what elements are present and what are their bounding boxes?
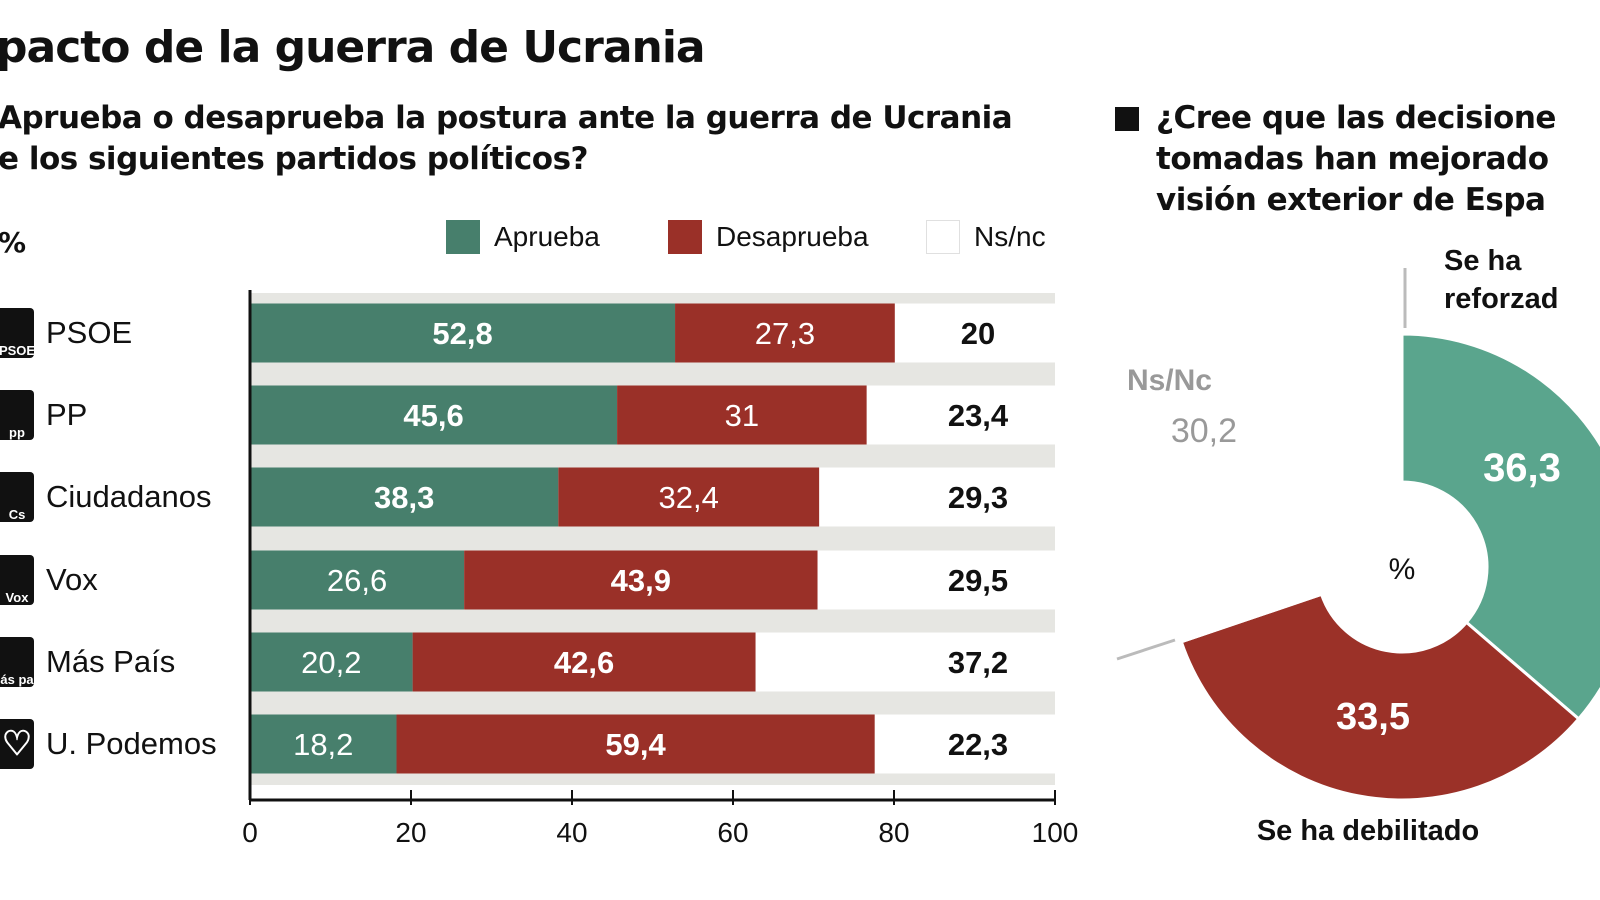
category-psoe: PSOE PSOE: [0, 308, 132, 358]
slice-name-label: Ns/Nc: [1127, 364, 1212, 397]
data-label: 42,6: [554, 645, 614, 680]
bar-desaprueba: [412, 632, 756, 692]
x-tick-label: 100: [1032, 817, 1079, 848]
category-label: Más País: [46, 644, 176, 679]
bar-chart-question: Aprueba o desaprueba la postura ante la …: [0, 98, 1013, 180]
category-upodemos: ♡ U. Podemos: [0, 719, 217, 769]
data-label: 32,4: [659, 480, 719, 515]
party-logo-icon: Más país: [0, 637, 34, 687]
category-vox: Vox Vox: [0, 555, 98, 605]
slice-value-label: 33,5: [1336, 696, 1410, 738]
category-label: Ciudadanos: [46, 479, 212, 514]
legend-label: Desaprueba: [716, 221, 869, 252]
bar-desaprueba: [464, 550, 818, 610]
chart-title: pacto de la guerra de Ucrania: [0, 22, 706, 73]
data-label: 20,2: [301, 645, 361, 680]
legend-label: Aprueba: [494, 221, 600, 252]
unit-label: %: [0, 226, 27, 259]
slice-value-label: 36,3: [1483, 446, 1561, 490]
data-label: 23,4: [948, 398, 1009, 433]
bar-desaprueba: [675, 303, 895, 363]
legend-swatch: [446, 220, 480, 254]
data-label: 26,6: [327, 563, 387, 598]
slice-se-ha-debilitado: [1179, 592, 1581, 802]
data-label: 38,3: [374, 480, 434, 515]
category-label: Vox: [46, 562, 98, 597]
bar-aprueba: [250, 714, 397, 774]
category-label: U. Podemos: [46, 726, 217, 761]
data-label: 27,3: [755, 316, 815, 351]
question-line: visión exterior de Espa: [1156, 182, 1546, 218]
party-logo-icon: PSOE: [0, 308, 34, 358]
slice-value-label: 30,2: [1171, 412, 1237, 450]
bar-aprueba: [250, 467, 559, 527]
section-square-icon: [1115, 107, 1139, 131]
data-label: 29,3: [948, 480, 1008, 515]
data-label: 20: [961, 316, 995, 351]
data-label: 29,5: [948, 563, 1008, 598]
question-line: Aprueba o desaprueba la postura ante la …: [0, 100, 1013, 136]
category-ciudadanos: Cs Ciudadanos: [0, 472, 211, 522]
slice-se-ha-reforzado: [1400, 332, 1600, 721]
legend-swatch: [926, 220, 960, 254]
party-logo-icon: pp: [0, 390, 34, 440]
data-label: 52,8: [432, 316, 492, 351]
category-pp: pp PP: [0, 390, 87, 440]
party-logo-icon: Cs: [0, 472, 34, 522]
x-tick-label: 20: [395, 817, 426, 848]
data-label: 45,6: [403, 398, 463, 433]
category-label: PSOE: [46, 315, 133, 350]
slice-name-label: reforzad: [1444, 283, 1558, 315]
x-tick-label: 0: [242, 817, 258, 848]
data-label: 18,2: [293, 727, 353, 762]
center-label: %: [1389, 553, 1416, 586]
x-tick-label: 60: [717, 817, 748, 848]
data-label: 43,9: [611, 563, 671, 598]
legend-desaprueba: Desaprueba: [668, 220, 869, 254]
bar-aprueba: [250, 385, 618, 445]
pie-chart-question: ¿Cree que las decisione tomadas han mejo…: [1156, 98, 1556, 221]
donut-chart: % 36,3 33,5 Ns/Nc 30,2 Se ha reforzad Se ha deb…: [1116, 245, 1600, 847]
legend-nsnc: Ns/nc: [926, 220, 1046, 254]
bar-desaprueba: [396, 714, 875, 774]
question-line: ¿Cree que las decisione: [1156, 100, 1556, 136]
data-label: 37,2: [948, 645, 1008, 680]
legend-swatch: [668, 220, 702, 254]
legend-label: Ns/nc: [974, 221, 1046, 252]
bar-desaprueba: [558, 467, 820, 527]
party-logo-icon: ♡: [0, 719, 34, 769]
legend-aprueba: Aprueba: [446, 220, 600, 254]
slice-ns-nc: [1167, 332, 1404, 644]
x-tick-label: 40: [556, 817, 587, 848]
x-tick-label: 80: [878, 817, 909, 848]
data-label: 31: [725, 398, 759, 433]
bar-aprueba: [250, 632, 413, 692]
question-line: tomadas han mejorado: [1156, 141, 1549, 177]
party-logo-icon: Vox: [0, 555, 34, 605]
bar-desaprueba: [617, 385, 867, 445]
slice-name-label: Se ha: [1444, 245, 1522, 277]
plot-background: [250, 293, 1055, 785]
leader-line: [1116, 638, 1176, 661]
category-mspas: Más país Más País: [0, 637, 175, 687]
bar-aprueba: [250, 550, 465, 610]
bar-aprueba: [250, 303, 676, 363]
bar-chart: 52,8 27,3 20 45,6 31 23,4 38,3 32,4 29,3 26,6 43,9…: [242, 290, 1079, 848]
slice-name-label: Se ha debilitado: [1257, 815, 1479, 847]
question-line: e los siguientes partidos políticos?: [0, 141, 589, 177]
data-label: 59,4: [605, 727, 666, 762]
category-label: PP: [46, 397, 88, 432]
data-label: 22,3: [948, 727, 1008, 762]
